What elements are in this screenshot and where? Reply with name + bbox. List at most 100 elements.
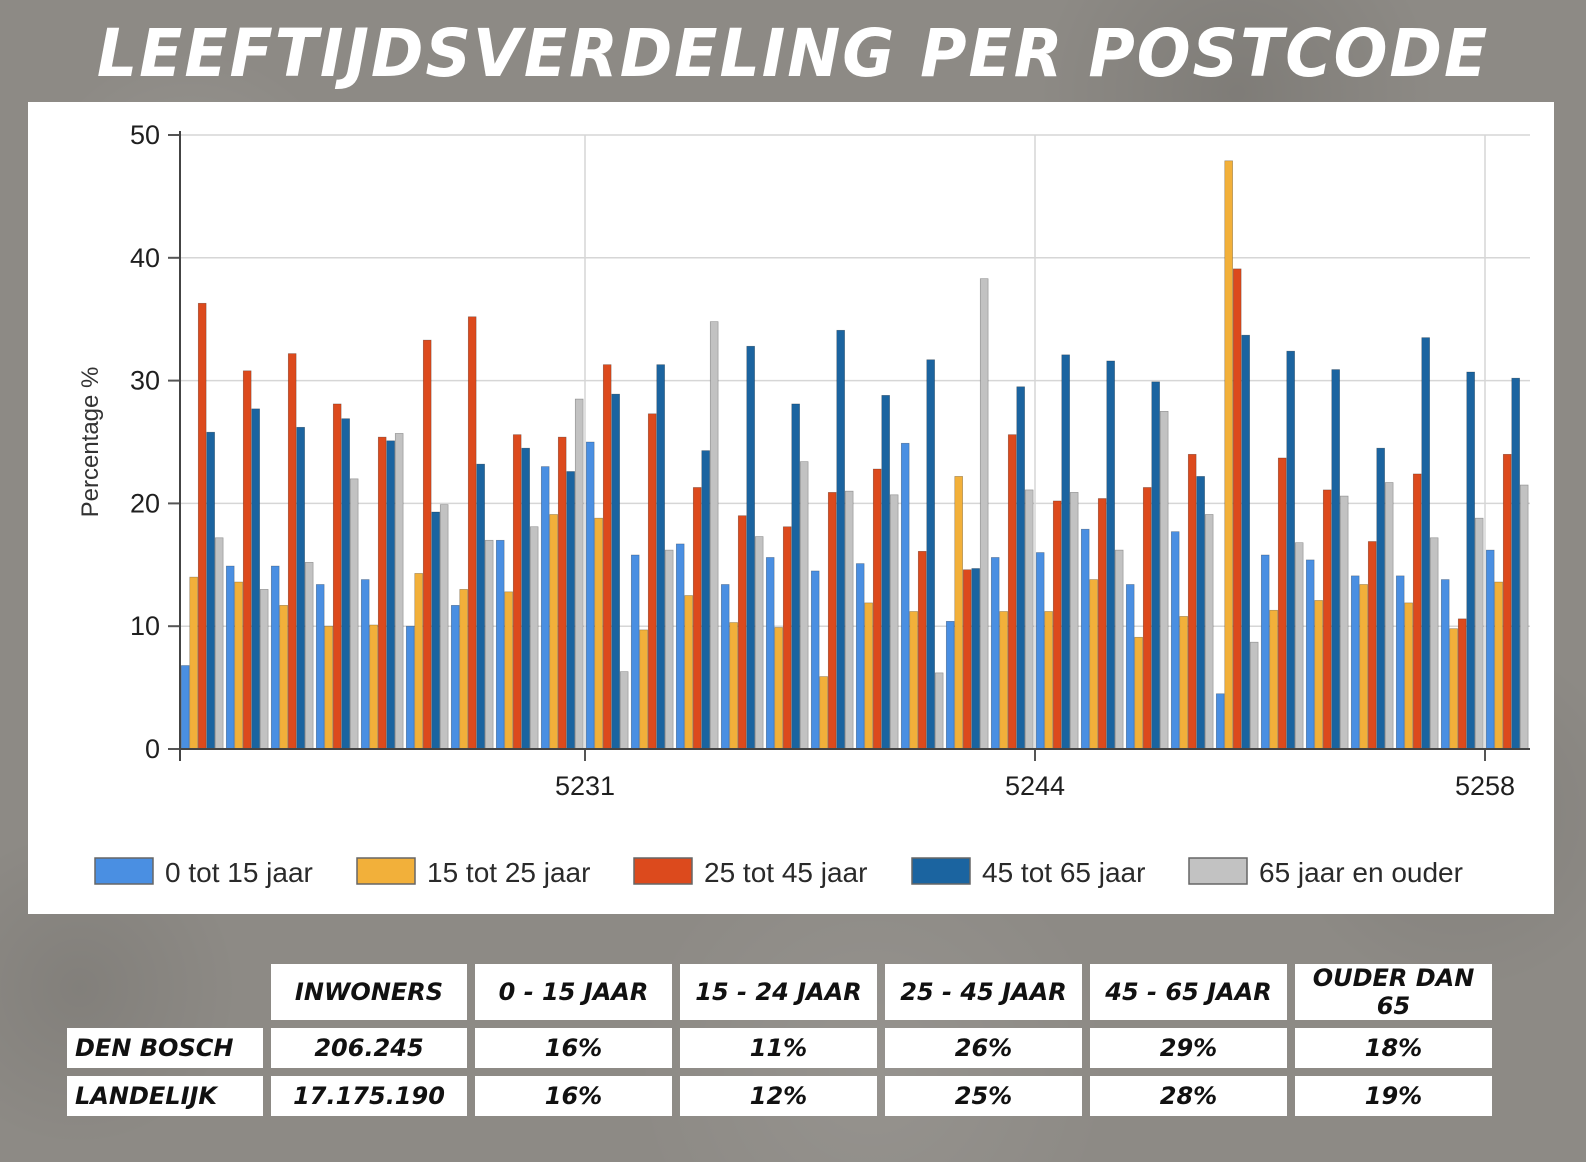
table-cell: 12% <box>680 1076 877 1116</box>
bar <box>521 447 530 750</box>
bar <box>1519 484 1529 750</box>
bar <box>729 622 738 750</box>
bar <box>242 370 252 750</box>
bar <box>484 539 494 750</box>
bar <box>1170 531 1180 750</box>
bar <box>979 278 989 750</box>
bar <box>1080 528 1090 750</box>
legend-swatch <box>633 857 693 885</box>
table-header-cell: 0 - 15 JAAR <box>475 964 672 1020</box>
bar <box>844 490 854 750</box>
bar <box>1249 641 1259 750</box>
bar <box>827 492 837 750</box>
bar <box>791 403 800 750</box>
legend-swatch <box>1188 857 1248 885</box>
bar <box>180 665 190 750</box>
bar <box>1114 549 1124 750</box>
bar <box>881 395 890 750</box>
x-tick-label: 5258 <box>1455 771 1515 801</box>
bar <box>557 436 567 750</box>
table-cell: 206.245 <box>271 1028 467 1068</box>
bar <box>405 625 415 750</box>
bar <box>324 625 333 750</box>
bar <box>566 471 575 750</box>
table-cell: 26% <box>885 1028 1082 1068</box>
y-tick-label: 10 <box>130 611 160 641</box>
bar <box>360 579 370 750</box>
bar <box>585 441 595 750</box>
bar <box>765 557 775 750</box>
bar-chart: 010203040505231524452585321Percentage % … <box>77 120 1530 888</box>
table-row-label: DEN BOSCH <box>67 1028 263 1068</box>
bar <box>1007 434 1017 750</box>
bar <box>1061 354 1070 750</box>
bar <box>1089 579 1098 750</box>
bar <box>1052 500 1062 750</box>
bar <box>799 461 809 750</box>
table-cell: 17.175.190 <box>271 1076 467 1116</box>
bar <box>1294 542 1304 750</box>
y-tick-label: 50 <box>130 120 160 150</box>
bar <box>1035 552 1045 750</box>
bar <box>206 431 215 750</box>
bar <box>1485 549 1495 750</box>
bar <box>746 345 755 750</box>
bar <box>1494 581 1503 750</box>
bar <box>737 515 747 750</box>
bar <box>1125 584 1135 750</box>
bar <box>467 316 477 750</box>
bar <box>855 563 865 750</box>
bar <box>664 549 674 750</box>
x-tick-label: 5231 <box>555 771 615 801</box>
table-header-cell: OUDER DAN 65 <box>1295 964 1492 1020</box>
bar <box>1350 575 1360 750</box>
bar <box>279 605 288 750</box>
bar <box>1376 447 1385 750</box>
bar <box>234 581 243 750</box>
bar <box>836 329 845 750</box>
bar <box>774 627 783 750</box>
legend: 0 tot 15 jaar 15 tot 25 jaar 25 tot 45 jaa… <box>94 857 1463 888</box>
bar <box>990 557 1000 750</box>
bar <box>459 589 468 750</box>
bar <box>1024 489 1034 750</box>
bar <box>1069 492 1079 750</box>
bar <box>1466 371 1475 750</box>
bar <box>189 576 198 750</box>
bar <box>251 408 260 750</box>
bar <box>1016 386 1025 750</box>
table-cell: 25% <box>885 1076 1082 1116</box>
bar <box>819 676 828 750</box>
bar <box>1440 579 1450 750</box>
bar <box>675 543 685 750</box>
bar <box>1449 628 1458 750</box>
bar <box>270 565 280 750</box>
bar <box>377 436 387 750</box>
bar <box>1322 489 1332 750</box>
bar <box>476 463 485 750</box>
y-tick-label: 40 <box>130 243 160 273</box>
axes: 010203040505231524452585321Percentage % <box>77 120 1530 801</box>
bar <box>304 562 314 750</box>
bar <box>1404 602 1413 750</box>
bar <box>684 595 693 750</box>
stats-table: INWONERS 0 - 15 JAAR 15 - 24 JAAR 25 - 4… <box>59 956 1500 1124</box>
legend-swatch <box>911 857 971 885</box>
bar <box>709 321 719 750</box>
bar <box>864 602 873 750</box>
bar <box>512 434 522 750</box>
bar <box>1187 453 1197 750</box>
legend-label: 25 tot 45 jaar <box>704 857 867 888</box>
bar <box>889 494 899 750</box>
bar <box>1277 457 1287 750</box>
bar <box>259 589 269 750</box>
bar <box>1224 160 1233 750</box>
bar <box>656 364 665 750</box>
table-cell: 19% <box>1295 1076 1492 1116</box>
table-header-cell: 15 - 24 JAAR <box>680 964 877 1020</box>
bar <box>1134 636 1143 750</box>
bar <box>1196 476 1205 750</box>
bar <box>296 426 305 750</box>
table-row: DEN BOSCH 206.245 16% 11% 26% 29% 18% <box>67 1028 1492 1068</box>
bar <box>1305 559 1315 750</box>
